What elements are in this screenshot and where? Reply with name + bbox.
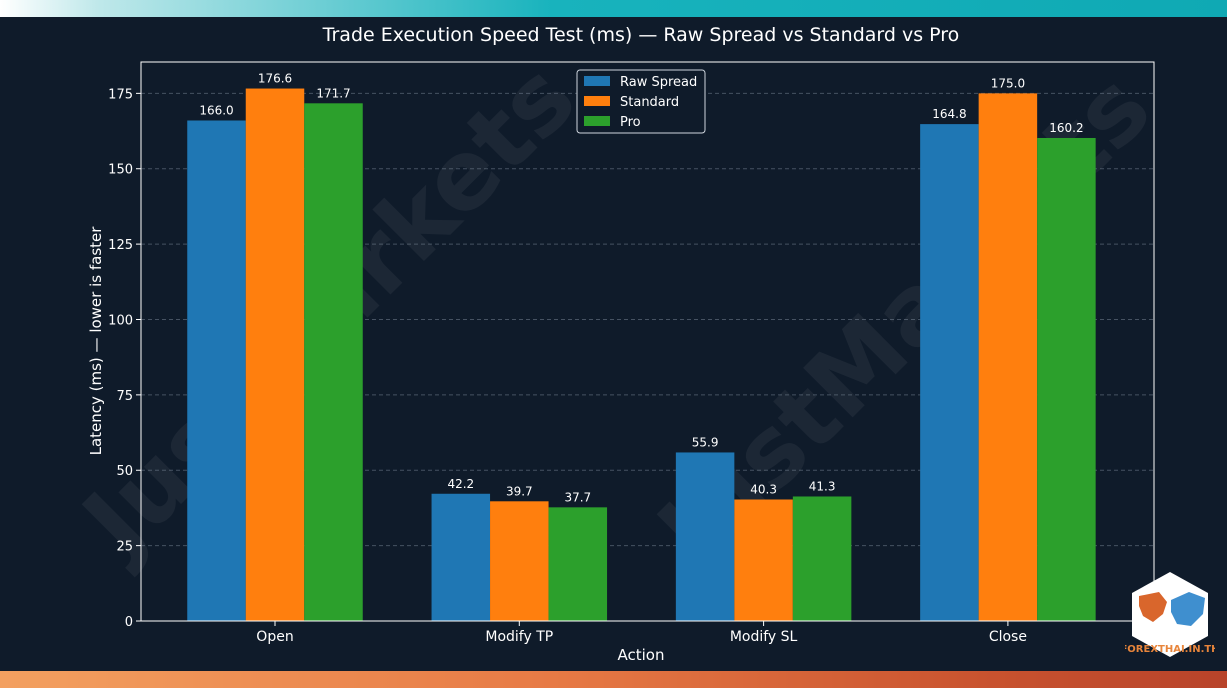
bar-value-label: 40.3 <box>750 482 777 496</box>
y-tick-label: 25 <box>116 540 133 555</box>
bar-value-label: 39.7 <box>506 484 533 498</box>
bar-raw-spread-modify-sl <box>675 452 735 621</box>
legend-label: Raw Spread <box>620 75 697 90</box>
bull-icon <box>1171 592 1205 626</box>
bar-value-label: 175.0 <box>991 76 1025 90</box>
bar-standard-modify-sl <box>734 499 793 621</box>
bar-labels-group: 166.0 176.6 171.7 42.2 39.7 37.7 55.9 40.3 41.3 1… <box>199 72 1083 505</box>
y-tick-label: 0 <box>125 615 133 630</box>
y-axis-label: Latency (ms) — lower is faster <box>87 226 105 456</box>
bar-value-label: 171.7 <box>316 86 350 100</box>
x-axis-label: Action <box>618 646 665 664</box>
legend-label: Pro <box>620 115 641 130</box>
bar-raw-spread-modify-tp <box>431 493 491 621</box>
y-ticks: 0 25 50 75 100 125 150 175 <box>108 87 141 630</box>
chart-title: Trade Execution Speed Test (ms) — Raw Sp… <box>322 24 960 46</box>
bar-value-label: 166.0 <box>199 103 233 117</box>
bar-raw-spread-close <box>920 124 979 621</box>
legend-swatch <box>584 96 610 106</box>
bar-value-label: 176.6 <box>258 72 292 86</box>
x-tick-label: Close <box>989 629 1027 645</box>
x-tick-label: Modify TP <box>485 629 553 645</box>
bar-standard-modify-tp <box>490 501 549 621</box>
brand-name: FOREXTHAI.IN.TH <box>1125 644 1215 655</box>
bar-value-label: 37.7 <box>564 490 591 504</box>
bar-value-label: 41.3 <box>809 479 836 493</box>
legend-items: Raw Spread Standard Pro <box>584 75 697 130</box>
legend-swatch <box>584 76 610 86</box>
bar-value-label: 42.2 <box>447 477 474 491</box>
bottom-band <box>0 671 1227 688</box>
legend: Raw Spread Standard Pro <box>576 69 706 134</box>
bar-pro-modify-tp <box>548 507 608 621</box>
bar-value-label: 55.9 <box>692 435 719 449</box>
top-band <box>0 0 1227 17</box>
x-ticks: Open Modify TP Modify SL Close <box>256 621 1027 645</box>
bar-value-label: 164.8 <box>932 107 966 121</box>
bar-standard-close <box>978 93 1038 622</box>
bar-value-label: 160.2 <box>1049 121 1083 135</box>
y-tick-label: 125 <box>108 238 133 253</box>
bar-standard-open <box>245 88 305 622</box>
y-tick-label: 175 <box>108 87 133 102</box>
bear-icon <box>1139 592 1167 622</box>
brand-logo: FOREXTHAI.IN.TH <box>1125 572 1215 657</box>
y-tick-label: 50 <box>116 464 133 479</box>
x-tick-label: Modify SL <box>730 629 798 645</box>
x-tick-label: Open <box>256 629 293 645</box>
bar-pro-close <box>1037 137 1096 621</box>
bar-pro-modify-sl <box>792 496 852 621</box>
y-tick-label: 150 <box>108 163 133 178</box>
plot-frame <box>140 61 1155 622</box>
legend-label: Standard <box>620 95 679 110</box>
legend-swatch <box>584 116 610 126</box>
y-tick-label: 100 <box>108 313 133 328</box>
bar-raw-spread-open <box>187 120 246 622</box>
bars-group <box>187 88 1096 622</box>
bar-pro-open <box>304 103 363 622</box>
y-tick-label: 75 <box>116 389 133 404</box>
